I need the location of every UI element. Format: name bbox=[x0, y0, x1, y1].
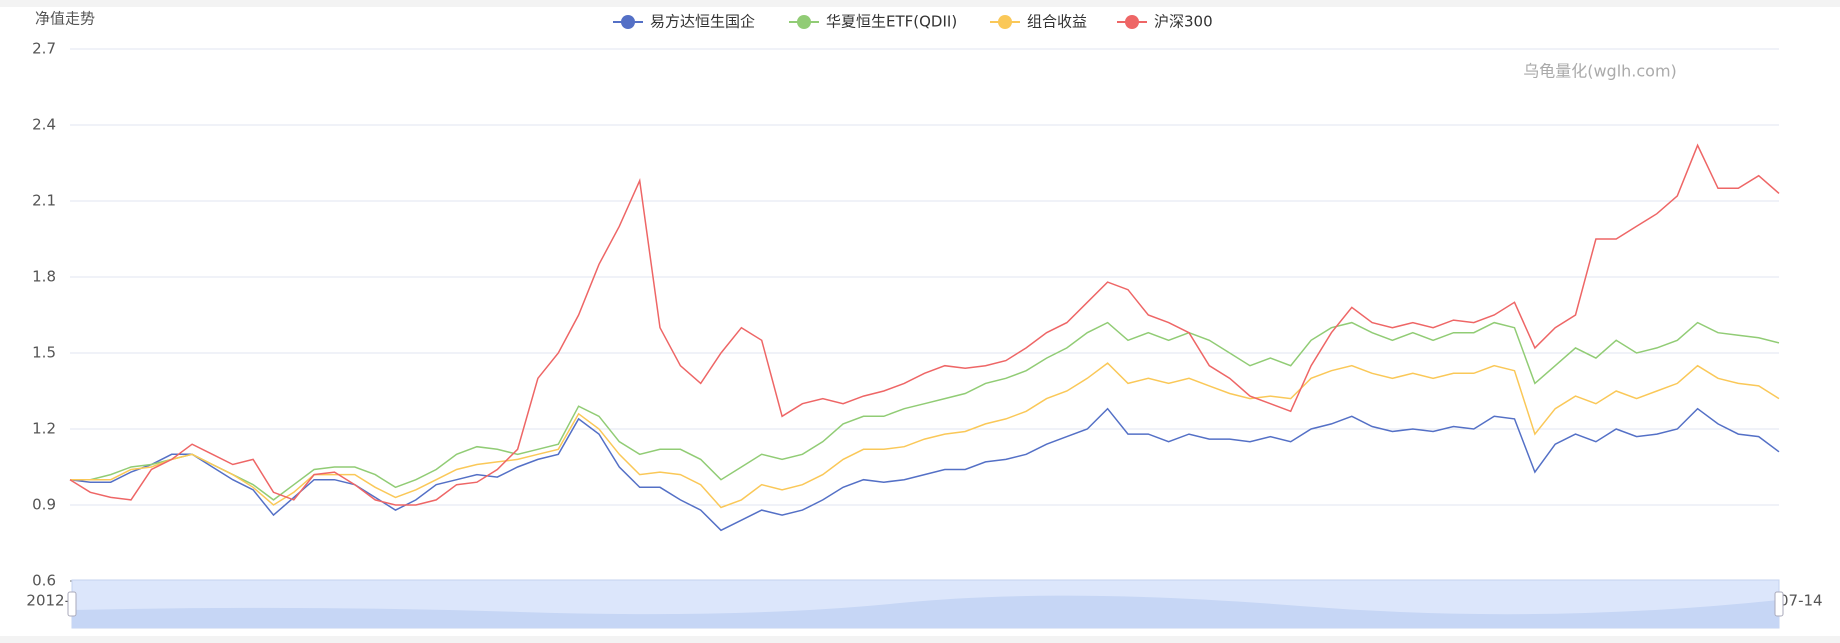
legend-label[interactable]: 华夏恒生ETF(QDII) bbox=[826, 13, 957, 31]
series-line bbox=[70, 362, 1780, 509]
legend-label[interactable]: 组合收益 bbox=[1027, 13, 1087, 31]
y-tick-label: 1.5 bbox=[32, 344, 56, 362]
legend-marker bbox=[621, 15, 635, 29]
watermark: 乌龟量化(wglh.com) bbox=[1523, 62, 1677, 81]
y-tick-label: 2.7 bbox=[32, 40, 56, 58]
legend-label[interactable]: 易方达恒生国企 bbox=[650, 13, 755, 31]
data-zoom-slider[interactable] bbox=[67, 579, 1784, 629]
y-tick-label: 1.2 bbox=[32, 420, 56, 438]
series-line bbox=[69, 143, 1780, 506]
y-tick-label: 0.9 bbox=[32, 496, 56, 514]
legend-marker bbox=[1125, 15, 1139, 29]
y-axis-label: 净值走势 bbox=[35, 10, 95, 28]
y-tick-label: 1.8 bbox=[32, 268, 56, 286]
chart-background bbox=[0, 7, 1840, 636]
slider-handle[interactable] bbox=[1774, 591, 1784, 617]
legend-marker bbox=[998, 15, 1012, 29]
legend-item[interactable]: 组合收益 bbox=[990, 13, 1087, 31]
series-line bbox=[70, 321, 1780, 501]
legend-label[interactable]: 沪深300 bbox=[1154, 13, 1213, 31]
slider-preview bbox=[72, 595, 1779, 628]
legend-marker bbox=[797, 15, 811, 29]
slider-handle[interactable] bbox=[67, 591, 77, 617]
legend-item[interactable]: 沪深300 bbox=[1117, 13, 1213, 31]
y-tick-label: 2.1 bbox=[32, 192, 56, 210]
legend-item[interactable]: 华夏恒生ETF(QDII) bbox=[789, 13, 957, 31]
y-tick-label: 0.6 bbox=[32, 572, 56, 590]
legend-item[interactable]: 易方达恒生国企 bbox=[613, 13, 755, 31]
y-tick-label: 2.4 bbox=[32, 116, 56, 134]
